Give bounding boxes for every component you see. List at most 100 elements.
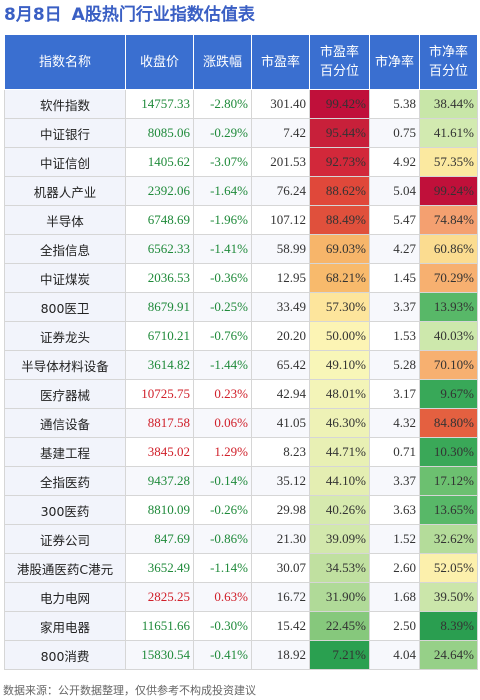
pb-percentile-cell: 8.39%: [419, 611, 478, 641]
table-row: 电力电网 2825.25 0.63% 16.72 31.90% 1.68 39.50%: [4, 582, 478, 612]
index-name-cell: 中证信创: [4, 147, 126, 177]
pb-cell: 1.52: [369, 524, 420, 554]
pb-cell: 4.27: [369, 234, 420, 264]
pe-percentile-cell: 48.01%: [309, 379, 370, 409]
index-name-cell: 全指医药: [4, 466, 126, 496]
index-name-cell: 基建工程: [4, 437, 126, 467]
pb-cell: 2.60: [369, 553, 420, 583]
close-price-cell: 6562.33: [125, 234, 194, 264]
index-name-cell: 港股通医药C港元: [4, 553, 126, 583]
pe-percentile-cell: 46.30%: [309, 408, 370, 438]
pb-percentile-cell: 39.50%: [419, 582, 478, 612]
close-price-cell: 3845.02: [125, 437, 194, 467]
table-row: 家用电器 11651.66 -0.30% 15.42 22.45% 2.50 8.39%: [4, 611, 478, 641]
close-price-cell: 8810.09: [125, 495, 194, 525]
pe-percentile-cell: 44.71%: [309, 437, 370, 467]
change-pct-cell: -1.44%: [193, 350, 252, 380]
pe-percentile-cell: 7.21%: [309, 640, 370, 670]
pb-percentile-cell: 41.61%: [419, 118, 478, 148]
pb-percentile-cell: 24.64%: [419, 640, 478, 670]
pe-cell: 20.20: [251, 321, 310, 351]
pe-cell: 76.24: [251, 176, 310, 206]
change-pct-cell: -3.07%: [193, 147, 252, 177]
pb-percentile-cell: 52.05%: [419, 553, 478, 583]
pb-percentile-cell: 40.03%: [419, 321, 478, 351]
close-price-cell: 2036.53: [125, 263, 194, 293]
change-pct-cell: -1.14%: [193, 553, 252, 583]
pe-cell: 65.42: [251, 350, 310, 380]
pb-percentile-cell: 99.24%: [419, 176, 478, 206]
change-pct-cell: 0.63%: [193, 582, 252, 612]
pb-percentile-cell: 70.10%: [419, 350, 478, 380]
pe-percentile-cell: 31.90%: [309, 582, 370, 612]
pe-cell: 12.95: [251, 263, 310, 293]
index-name-cell: 半导体材料设备: [4, 350, 126, 380]
pe-cell: 301.40: [251, 89, 310, 119]
pe-cell: 18.92: [251, 640, 310, 670]
table-row: 基建工程 3845.02 1.29% 8.23 44.71% 0.71 10.30%: [4, 437, 478, 467]
pe-cell: 7.42: [251, 118, 310, 148]
pe-cell: 33.49: [251, 292, 310, 322]
pe-percentile-cell: 39.09%: [309, 524, 370, 554]
change-pct-cell: -0.25%: [193, 292, 252, 322]
close-price-cell: 3652.49: [125, 553, 194, 583]
header-pb-percentile: 市净率 百分位: [419, 34, 478, 90]
pb-percentile-cell: 84.80%: [419, 408, 478, 438]
table-row: 800消费 15830.54 -0.41% 18.92 7.21% 4.04 24.64%: [4, 640, 478, 670]
pb-cell: 5.28: [369, 350, 420, 380]
index-name-cell: 证券公司: [4, 524, 126, 554]
title-date: 8月8日: [4, 5, 62, 25]
table-row: 全指信息 6562.33 -1.41% 58.99 69.03% 4.27 60.86%: [4, 234, 478, 264]
pb-percentile-cell: 9.67%: [419, 379, 478, 409]
close-price-cell: 847.69: [125, 524, 194, 554]
pe-cell: 29.98: [251, 495, 310, 525]
index-name-cell: 电力电网: [4, 582, 126, 612]
close-price-cell: 14757.33: [125, 89, 194, 119]
table-row: 通信设备 8817.58 0.06% 41.05 46.30% 4.32 84.80%: [4, 408, 478, 438]
index-name-cell: 通信设备: [4, 408, 126, 438]
pb-percentile-cell: 60.86%: [419, 234, 478, 264]
valuation-table: 指数名称 收盘价 涨跌幅 市盈率 市盈率 百分位 市净率 市净率 百分位 软件指数 14757.3…: [4, 34, 478, 670]
index-name-cell: 家用电器: [4, 611, 126, 641]
table-row: 中证信创 1405.62 -3.07% 201.53 92.73% 4.92 57.35%: [4, 147, 478, 177]
pe-cell: 201.53: [251, 147, 310, 177]
index-name-cell: 800医卫: [4, 292, 126, 322]
table-row: 半导体 6748.69 -1.96% 107.12 88.49% 5.47 74.84%: [4, 205, 478, 235]
header-pb: 市净率: [369, 34, 420, 90]
header-change: 涨跌幅: [193, 34, 252, 90]
change-pct-cell: -0.86%: [193, 524, 252, 554]
title-text: A股热门行业指数估值表: [71, 5, 255, 25]
index-name-cell: 800消费: [4, 640, 126, 670]
table-row: 全指医药 9437.28 -0.14% 35.12 44.10% 3.37 17.12%: [4, 466, 478, 496]
pe-cell: 15.42: [251, 611, 310, 641]
pb-cell: 3.17: [369, 379, 420, 409]
table-row: 中证银行 8085.06 -0.29% 7.42 95.44% 0.75 41.61%: [4, 118, 478, 148]
pb-percentile-cell: 17.12%: [419, 466, 478, 496]
pe-cell: 58.99: [251, 234, 310, 264]
pb-percentile-cell: 13.65%: [419, 495, 478, 525]
pe-percentile-cell: 95.44%: [309, 118, 370, 148]
change-pct-cell: -0.76%: [193, 321, 252, 351]
change-pct-cell: -1.41%: [193, 234, 252, 264]
index-name-cell: 软件指数: [4, 89, 126, 119]
index-name-cell: 300医药: [4, 495, 126, 525]
index-name-cell: 全指信息: [4, 234, 126, 264]
header-close: 收盘价: [125, 34, 194, 90]
pe-percentile-cell: 40.26%: [309, 495, 370, 525]
pe-percentile-cell: 44.10%: [309, 466, 370, 496]
close-price-cell: 6748.69: [125, 205, 194, 235]
table-row: 机器人产业 2392.06 -1.64% 76.24 88.62% 5.04 99.24%: [4, 176, 478, 206]
index-name-cell: 证券龙头: [4, 321, 126, 351]
close-price-cell: 10725.75: [125, 379, 194, 409]
pe-cell: 16.72: [251, 582, 310, 612]
index-name-cell: 机器人产业: [4, 176, 126, 206]
table-row: 软件指数 14757.33 -2.80% 301.40 99.42% 5.38 38.44%: [4, 89, 478, 119]
index-name-cell: 医疗器械: [4, 379, 126, 409]
index-name-cell: 中证银行: [4, 118, 126, 148]
pe-cell: 30.07: [251, 553, 310, 583]
table-row: 半导体材料设备 3614.82 -1.44% 65.42 49.10% 5.28 70.10…: [4, 350, 478, 380]
pb-cell: 1.53: [369, 321, 420, 351]
change-pct-cell: 0.23%: [193, 379, 252, 409]
pb-cell: 4.04: [369, 640, 420, 670]
close-price-cell: 2825.25: [125, 582, 194, 612]
